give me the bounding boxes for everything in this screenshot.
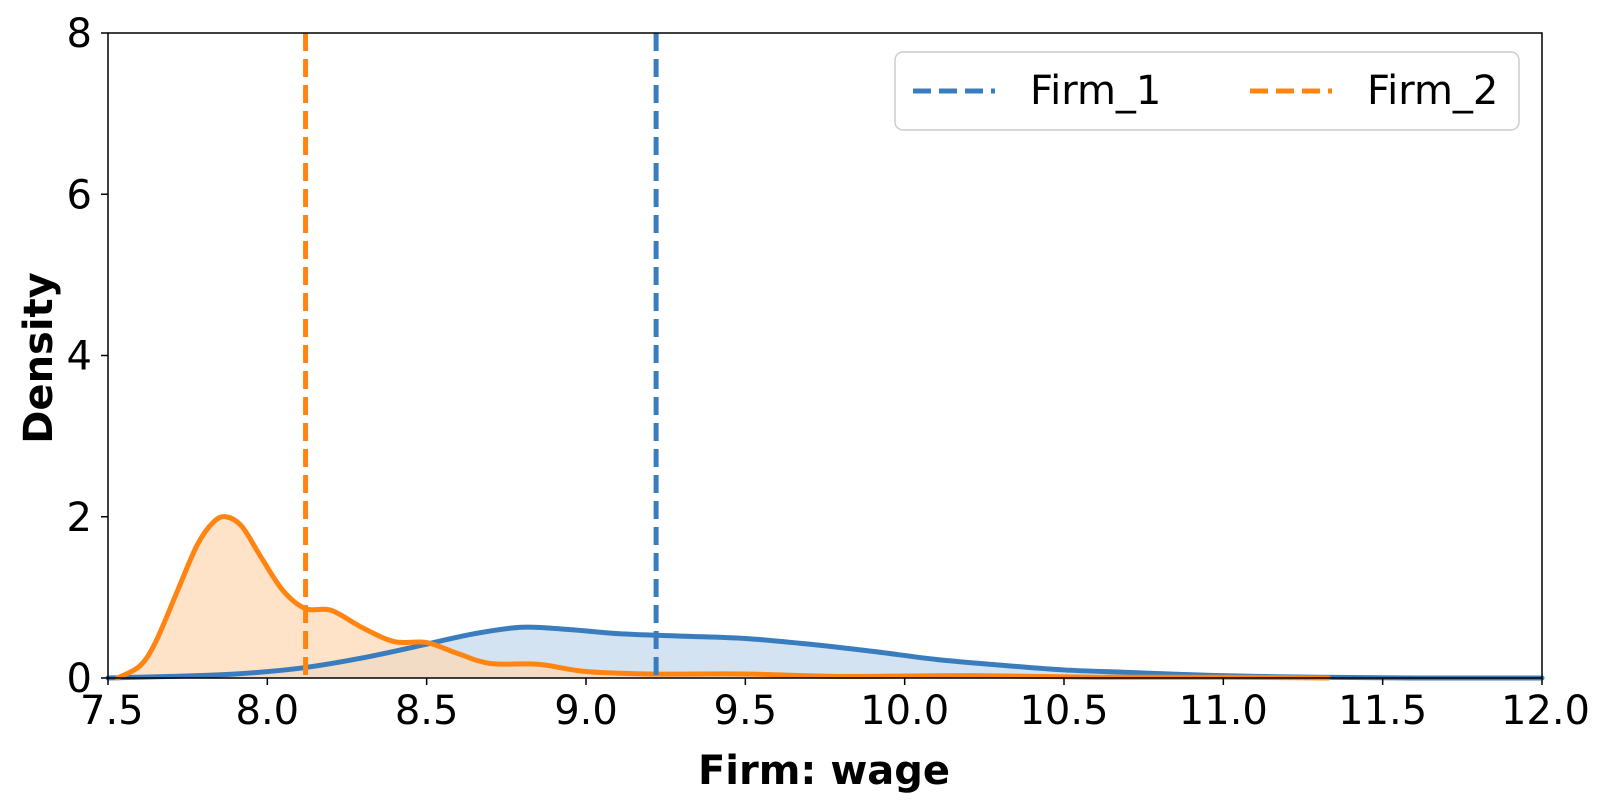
y-tick-label: 4 — [67, 334, 92, 380]
axes: 7.5 8.0 8.5 9.0 9.5 10.0 10.5 11.0 11.5 12.0 0 2 4 6 8 — [67, 11, 1590, 734]
x-tick-label: 8.5 — [395, 688, 459, 734]
x-tick-label: 11.0 — [1179, 688, 1268, 734]
legend-label-firm-2: Firm_2 — [1367, 68, 1498, 114]
y-tick-label: 6 — [67, 172, 92, 218]
y-axis-label: Density — [16, 272, 62, 444]
y-tick-label: 2 — [67, 495, 92, 541]
firm-2-density-line — [115, 514, 1331, 681]
y-tick-label: 8 — [67, 11, 92, 57]
x-axis-label: Firm: wage — [698, 748, 950, 794]
legend-label-firm-1: Firm_1 — [1030, 68, 1161, 114]
x-tick-label: 9.0 — [554, 688, 618, 734]
plot-area — [105, 33, 1545, 681]
x-tick-label: 12.0 — [1501, 688, 1590, 734]
x-tick-label: 8.0 — [236, 688, 300, 734]
firm-2-density-fill — [117, 516, 1329, 678]
legend-box — [894, 51, 1520, 131]
legend: Firm_1 Firm_2 — [894, 51, 1520, 131]
x-tick-label: 7.5 — [80, 688, 144, 734]
x-tick-label: 9.5 — [714, 688, 778, 734]
y-tick-label: 0 — [67, 656, 92, 702]
x-tick-label: 10.0 — [860, 688, 949, 734]
x-tick-label: 10.5 — [1019, 688, 1108, 734]
x-tick-label: 11.5 — [1338, 688, 1427, 734]
